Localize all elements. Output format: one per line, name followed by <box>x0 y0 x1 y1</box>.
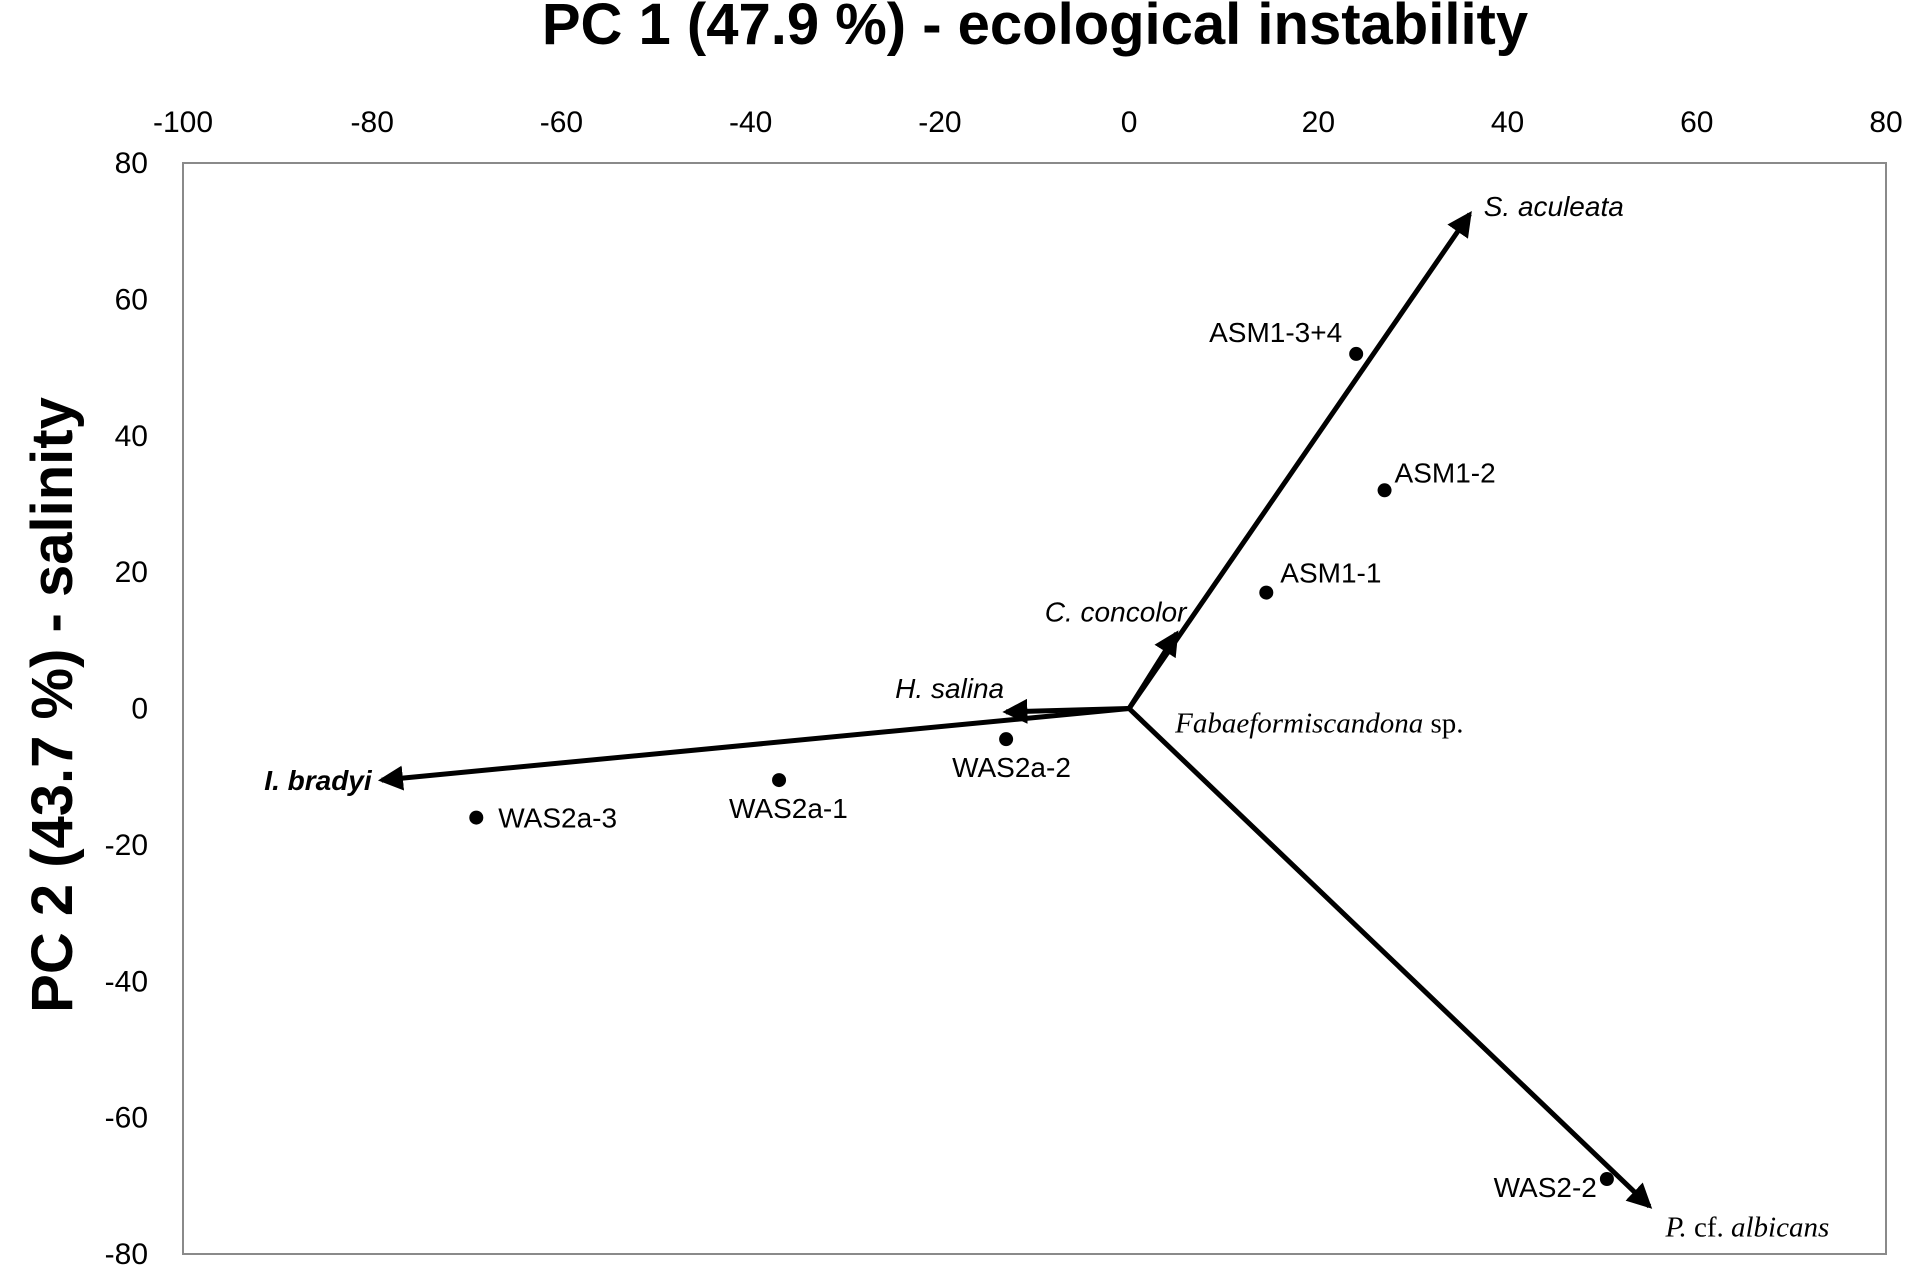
species-label: H. salina <box>895 673 1004 704</box>
y-tick-label: -20 <box>105 829 148 862</box>
y-tick-label: -80 <box>105 1238 148 1271</box>
species-vector-arrow <box>1127 211 1472 710</box>
chart-title: PC 1 (47.9 %) - ecological instability <box>542 0 1528 57</box>
species-label: P. cf. albicans <box>1664 1211 1829 1243</box>
species-vectors: S. aculeata P. cf. albicans I. bradyi H. sa… <box>264 191 1829 1243</box>
y-tick-label: 80 <box>115 147 148 180</box>
x-tick-label: -60 <box>540 106 583 139</box>
x-tick-label: 20 <box>1302 106 1335 139</box>
species-label: Fabaeformiscandona sp. <box>1174 708 1463 740</box>
sample-point <box>999 732 1014 747</box>
y-tick-label: 0 <box>131 693 148 726</box>
x-tick-label: -100 <box>153 106 213 139</box>
species-label: C. concolor <box>1045 596 1188 627</box>
y-tick-label: 60 <box>115 283 148 316</box>
sample-point <box>772 773 787 788</box>
x-tick-label: 80 <box>1869 106 1902 139</box>
x-tick-label: -80 <box>351 106 394 139</box>
y-tick-label: -60 <box>105 1102 148 1135</box>
x-tick-label: 0 <box>1121 106 1138 139</box>
sample-label: ASM1-2 <box>1395 457 1496 488</box>
species-vector-arrow <box>1127 706 1653 1209</box>
species-label: S. aculeata <box>1484 191 1624 222</box>
x-tick-label: -20 <box>918 106 961 139</box>
sample-points: ASM1-3+4 ASM1-2 ASM1-1 WAS2a-2 WAS2a-1 WAS2a-… <box>469 317 1614 1203</box>
y-axis-ticks: 80 60 40 20 0 -20 -40 -60 -80 <box>105 147 148 1271</box>
x-axis-ticks: -100 -80 -60 -40 -20 0 20 40 60 80 <box>153 106 1903 139</box>
species-vector-arrow <box>1002 698 1130 724</box>
y-tick-label: 20 <box>115 556 148 589</box>
sample-point <box>1377 483 1392 498</box>
sample-label: WAS2a-3 <box>498 803 617 834</box>
x-tick-label: 40 <box>1491 106 1524 139</box>
sample-label: WAS2a-2 <box>952 752 1071 783</box>
x-tick-label: 60 <box>1680 106 1713 139</box>
species-vector-arrow <box>1126 630 1179 710</box>
sample-point <box>469 810 484 825</box>
sample-label: WAS2a-1 <box>729 793 848 824</box>
sample-point <box>1599 1171 1614 1186</box>
y-tick-label: -40 <box>105 965 148 998</box>
species-label: I. bradyi <box>264 765 373 796</box>
x-tick-label: -40 <box>729 106 772 139</box>
y-axis-title: PC 2 (43.7 %) - salinity <box>20 397 85 1013</box>
sample-point <box>1259 585 1274 600</box>
sample-label: ASM1-1 <box>1280 558 1381 589</box>
sample-point <box>1349 346 1364 361</box>
sample-label: ASM1-3+4 <box>1209 317 1342 348</box>
sample-label: WAS2-2 <box>1494 1172 1597 1203</box>
y-tick-label: 40 <box>115 420 148 453</box>
plot-area-frame <box>182 162 1887 1255</box>
